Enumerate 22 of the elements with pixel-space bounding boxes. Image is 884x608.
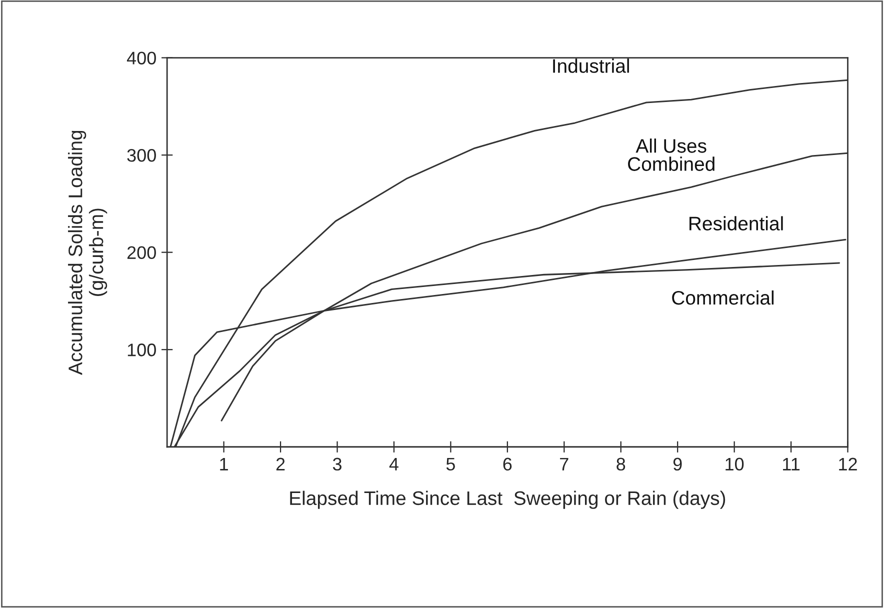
x-axis-title: Elapsed Time Since Last Sweeping or Rain (days) xyxy=(290,490,726,509)
y-tick-label: 100 xyxy=(128,344,156,356)
x-tick-label: 5 xyxy=(446,458,455,471)
y-tick-label: 400 xyxy=(126,52,156,64)
x-tick-label: 8 xyxy=(616,458,626,471)
x-tick-label: 7 xyxy=(560,458,568,470)
x-tick-label: 2 xyxy=(276,458,285,470)
y-tick-label: 200 xyxy=(127,246,156,260)
x-tick-label: 10 xyxy=(726,458,744,471)
x-tick-label: 3 xyxy=(332,458,342,471)
x-tick-label: 4 xyxy=(389,458,398,470)
y-axis-title: Accumulated Solids Loading (g/curb-m) xyxy=(68,130,108,375)
x-tick-label: 6 xyxy=(503,458,512,471)
series-label: Industrial xyxy=(553,58,629,73)
series-label: All Uses Combined xyxy=(628,138,714,171)
x-tick-label: 9 xyxy=(673,458,682,471)
series-label: Residential xyxy=(690,216,783,230)
y-tick-label: 300 xyxy=(127,148,156,162)
x-tick-label: 12 xyxy=(839,458,857,470)
x-tick-label: 1 xyxy=(220,458,228,470)
x-tick-label: 11 xyxy=(783,458,800,470)
series-label: Commercial xyxy=(672,290,774,305)
